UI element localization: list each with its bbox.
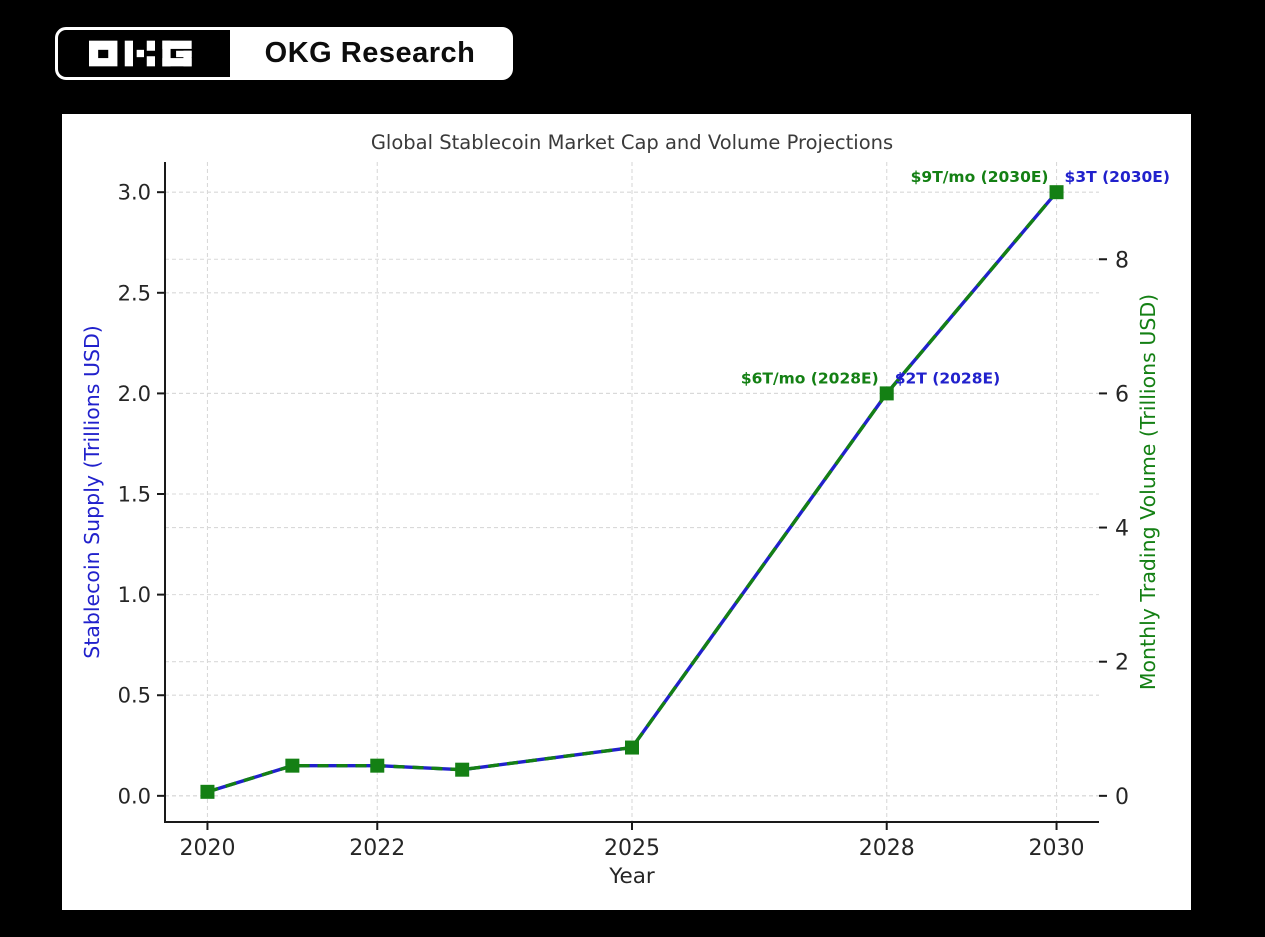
y-tick-label-left: 1.0 [118, 583, 151, 607]
y-tick-label-right: 0 [1115, 785, 1129, 810]
y-tick-label-left: 0.5 [118, 684, 151, 708]
x-tick-label: 2028 [859, 836, 915, 861]
y-tick-label-left: 1.5 [118, 483, 151, 507]
annotation-label: $3T (2030E) [1065, 168, 1170, 186]
y-tick-label-right: 4 [1115, 517, 1129, 542]
annotation-label: $6T/mo (2028E) [741, 369, 879, 387]
data-point-marker [879, 386, 894, 401]
y-tick-label-right: 2 [1115, 651, 1129, 676]
chart-card: 0.0 0.5 1.0 1.5 2.0 2.5 3.0 0 2 4 6 8 2020 2022 2025 20… [62, 114, 1191, 910]
data-point-marker [1049, 185, 1064, 200]
data-point-marker [285, 758, 300, 773]
y-tick-label-left: 2.5 [118, 281, 151, 305]
y-tick-label-left: 2.0 [118, 382, 151, 406]
y-tick-label-right: 6 [1115, 382, 1129, 407]
x-axis-label: Year [609, 864, 655, 889]
y-axis-label-right: Monthly Trading Volume (Trillions USD) [1136, 293, 1160, 691]
y-tick-label-left: 0.0 [118, 784, 151, 808]
data-point-marker [455, 762, 470, 777]
x-tick-label: 2025 [604, 836, 660, 861]
annotation-label: $9T/mo (2030E) [911, 168, 1049, 186]
x-tick-label: 2030 [1029, 836, 1085, 861]
data-point-marker [200, 784, 215, 799]
data-point-marker [370, 758, 385, 773]
y-tick-label-left: 3.0 [118, 181, 151, 205]
okg-logo-box [58, 30, 230, 77]
x-tick-label: 2020 [179, 836, 235, 861]
brand-badge: OKG Research [55, 27, 513, 80]
brand-name: OKG Research [230, 30, 510, 77]
chart-title: Global Stablecoin Market Cap and Volume … [370, 131, 894, 154]
annotation-label: $2T (2028E) [895, 369, 1000, 387]
okg-logo-icon [89, 40, 192, 67]
y-axis-label-left: Stablecoin Supply (Trillions USD) [80, 325, 104, 659]
data-point-marker [625, 740, 639, 755]
x-tick-label: 2022 [349, 836, 405, 861]
y-tick-label-right: 8 [1115, 248, 1129, 273]
chart-canvas: 0.0 0.5 1.0 1.5 2.0 2.5 3.0 0 2 4 6 8 2020 2022 2025 20… [118, 162, 1170, 861]
